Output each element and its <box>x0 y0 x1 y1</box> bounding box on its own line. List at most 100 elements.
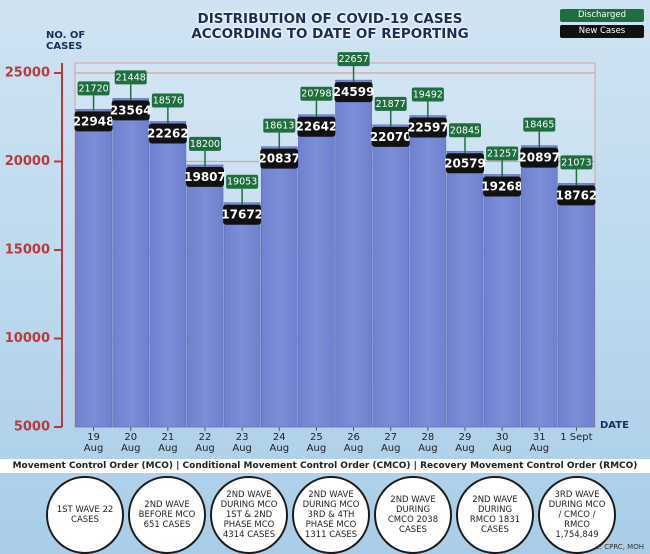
discharged-label: 21877 <box>376 99 406 110</box>
y-axis-label: NO. OF CASES <box>46 30 86 52</box>
x-tick-label: 29 Aug <box>455 432 475 454</box>
discharged-box <box>77 81 110 96</box>
bar <box>409 115 447 428</box>
x-tick-label: 1 Sept <box>560 432 593 443</box>
value-label: 20579 <box>444 156 486 170</box>
bar <box>112 98 150 428</box>
discharged-label: 21448 <box>116 72 146 83</box>
value-label: 17672 <box>221 208 263 222</box>
value-label: 22642 <box>296 120 338 134</box>
x-tick-label: 30 Aug <box>492 432 512 454</box>
value-label: 23564 <box>110 103 152 117</box>
x-tick-label: 25 Aug <box>306 432 327 454</box>
discharged-label: 18465 <box>524 120 554 131</box>
wave-circle: 2ND WAVE DURING RMCO 1831 CASES <box>456 476 534 554</box>
discharged-box <box>449 123 481 138</box>
discharged-label: 18613 <box>264 121 294 132</box>
value-label-box <box>260 148 299 169</box>
discharged-box <box>263 118 296 133</box>
discharged-box <box>560 155 593 170</box>
wave-circle: 2ND WAVE DURING MCO 3RD & 4TH PHASE MCO … <box>292 476 370 554</box>
x-tick-label: 24 Aug <box>269 432 290 454</box>
wave-circle: 2ND WAVE DURING MCO 1ST & 2ND PHASE MCO … <box>210 476 288 554</box>
bar <box>149 121 187 428</box>
bar <box>335 79 372 428</box>
discharged-box <box>189 136 221 151</box>
chart-title: DISTRIBUTION OF COVID-19 CASES ACCORDING… <box>191 11 469 42</box>
legend-entry: New Cases <box>560 25 644 38</box>
bar <box>223 202 261 428</box>
discharged-box <box>226 174 259 189</box>
value-label-box <box>111 100 150 121</box>
bar <box>483 174 521 428</box>
discharged-label: 21257 <box>487 148 517 159</box>
discharged-box <box>411 87 444 102</box>
y-tick-label: 15000 <box>5 243 50 258</box>
value-label: 22597 <box>407 121 449 135</box>
bar <box>186 164 224 428</box>
discharged-box <box>374 96 407 111</box>
discharged-label: 18200 <box>190 139 220 150</box>
discharged-label: 19492 <box>413 90 443 101</box>
wave-circle: 2ND WAVE DURING CMCO 2038 CASES <box>374 476 452 554</box>
value-label: 24599 <box>333 85 375 99</box>
discharged-box <box>300 86 333 101</box>
value-label-box <box>223 204 262 225</box>
value-label-box <box>483 176 522 197</box>
bar <box>558 183 595 428</box>
value-label-box <box>371 126 410 147</box>
value-label-box <box>520 147 559 168</box>
value-label: 19268 <box>481 179 523 193</box>
bar <box>446 151 484 428</box>
x-tick-label: 27 Aug <box>380 432 401 454</box>
x-tick-label: 31 Aug <box>529 432 550 454</box>
x-tick-label: 26 Aug <box>343 432 364 454</box>
value-label-box <box>74 111 113 132</box>
value-label: 22262 <box>147 126 189 140</box>
discharged-box <box>151 93 184 108</box>
discharged-box <box>114 70 147 85</box>
bar <box>75 109 112 428</box>
y-tick-label: 10000 <box>5 331 50 346</box>
value-label: 18762 <box>556 188 598 202</box>
x-tick-label: 20 Aug <box>120 432 141 454</box>
y-tick-label: 25000 <box>5 66 50 81</box>
discharged-label: 22657 <box>338 54 368 65</box>
value-label-box <box>297 116 336 137</box>
x-tick-label: 28 Aug <box>418 432 438 454</box>
value-label-box <box>334 82 373 103</box>
y-tick-label: 5000 <box>14 420 50 435</box>
value-label: 20897 <box>518 151 560 165</box>
value-label: 19807 <box>184 170 226 184</box>
value-label-box <box>408 117 447 138</box>
value-label-box <box>446 153 484 174</box>
bar <box>298 114 335 428</box>
value-label-box <box>557 185 596 206</box>
wave-circle: 1ST WAVE 22 CASES <box>46 476 124 554</box>
wave-circle: 2ND WAVE BEFORE MCO 651 CASES <box>128 476 206 554</box>
wave-circle: 3RD WAVE DURING MCO / CMCO / RMCO 1,754,… <box>538 476 616 554</box>
x-tick-label: 19 Aug <box>83 432 104 454</box>
discharged-label: 19053 <box>227 177 257 188</box>
value-label: 20837 <box>258 152 300 166</box>
bar <box>520 145 558 428</box>
discharged-box <box>486 146 519 161</box>
bar <box>372 124 410 428</box>
y-tick-label: 20000 <box>5 154 50 169</box>
value-label-box <box>148 123 187 144</box>
footer: Movement Control Order (MCO) | Condition… <box>0 459 650 473</box>
value-label: 22070 <box>370 130 412 144</box>
discharged-label: 21720 <box>78 83 108 94</box>
bar <box>260 146 298 428</box>
discharged-box <box>523 117 556 132</box>
x-axis-label: DATE <box>600 420 629 431</box>
x-tick-label: 22 Aug <box>195 432 215 454</box>
legend-entry: Discharged <box>560 9 644 22</box>
x-tick-label: 23 Aug <box>232 432 252 454</box>
x-tick-label: 21 Aug <box>158 432 178 454</box>
discharged-label: 20845 <box>450 125 480 136</box>
value-label: 22948 <box>73 114 115 128</box>
discharged-label: 20798 <box>301 89 331 100</box>
